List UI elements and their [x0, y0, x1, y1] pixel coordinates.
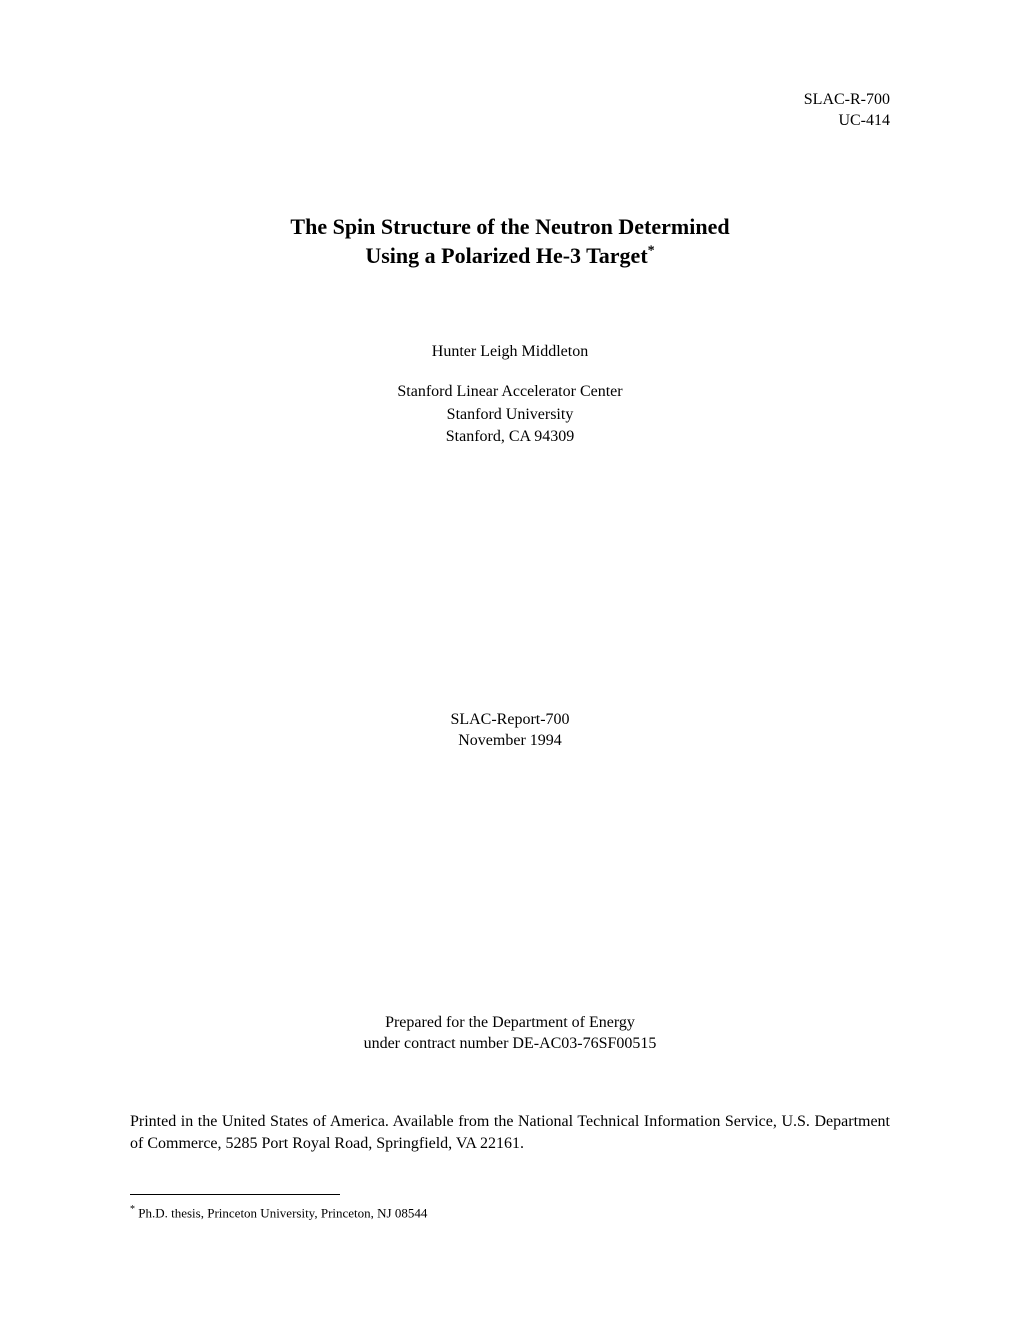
title-superscript: * [648, 244, 655, 259]
footnote: * Ph.D. thesis, Princeton University, Pr… [130, 1203, 890, 1222]
affiliation-line-1: Stanford Linear Accelerator Center [130, 381, 890, 403]
affiliation: Stanford Linear Accelerator Center Stanf… [130, 381, 890, 448]
author-block: Hunter Leigh Middleton Stanford Linear A… [130, 341, 890, 449]
report-number: SLAC-Report-700 [130, 709, 890, 731]
header-right: SLAC-R-700 UC-414 [130, 90, 890, 132]
footnote-text: Ph.D. thesis, Princeton University, Prin… [135, 1205, 427, 1220]
affiliation-line-2: Stanford University [130, 404, 890, 426]
prepared-block: Prepared for the Department of Energy un… [130, 1012, 890, 1055]
title-line-1: The Spin Structure of the Neutron Determ… [130, 212, 890, 242]
report-date: November 1994 [130, 730, 890, 752]
footnote-rule [130, 1194, 340, 1195]
report-block: SLAC-Report-700 November 1994 [130, 709, 890, 752]
report-id: SLAC-R-700 [130, 90, 890, 111]
printed-block: Printed in the United States of America.… [130, 1111, 890, 1154]
title-line-2-text: Using a Polarized He-3 Target [365, 243, 647, 268]
prepared-line-1: Prepared for the Department of Energy [130, 1012, 890, 1034]
affiliation-line-3: Stanford, CA 94309 [130, 426, 890, 448]
title-block: The Spin Structure of the Neutron Determ… [130, 212, 890, 271]
author-name: Hunter Leigh Middleton [130, 341, 890, 363]
classification: UC-414 [130, 111, 890, 132]
title-line-2: Using a Polarized He-3 Target* [130, 241, 890, 271]
prepared-line-2: under contract number DE-AC03-76SF00515 [130, 1033, 890, 1055]
